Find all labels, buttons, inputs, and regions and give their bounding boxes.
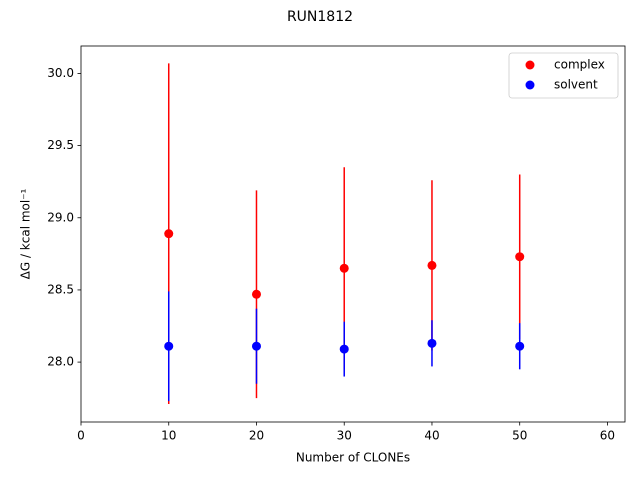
point: [515, 252, 525, 262]
point: [515, 341, 525, 351]
y-tick-label: 30.0: [47, 66, 74, 80]
y-axis-label: ΔG / kcal mol⁻¹: [19, 188, 33, 279]
x-tick-label: 20: [249, 429, 264, 443]
legend-label: solvent: [554, 78, 598, 92]
x-tick-label: 30: [337, 429, 352, 443]
x-tick-label: 50: [512, 429, 527, 443]
y-tick-label: 28.0: [47, 355, 74, 369]
x-tick-label: 60: [600, 429, 615, 443]
x-tick-label: 10: [161, 429, 176, 443]
point: [427, 338, 437, 348]
point: [427, 260, 437, 270]
legend-marker: [525, 80, 535, 90]
y-tick-label: 29.0: [47, 210, 74, 224]
chart-title: RUN1812: [287, 9, 353, 25]
y-tick-label: 28.5: [47, 282, 74, 296]
point: [164, 341, 174, 351]
x-tick-label: 0: [77, 429, 85, 443]
point: [251, 341, 261, 351]
legend-label: complex: [554, 58, 605, 72]
x-axis-label: Number of CLONEs: [296, 451, 410, 465]
axes-frame: [80, 45, 626, 423]
point: [339, 263, 349, 273]
point: [164, 229, 174, 239]
legend-marker: [525, 60, 535, 70]
point: [339, 344, 349, 354]
point: [251, 289, 261, 299]
y-tick-label: 29.5: [47, 138, 74, 152]
legend-box: [508, 52, 619, 99]
x-tick-label: 40: [424, 429, 439, 443]
